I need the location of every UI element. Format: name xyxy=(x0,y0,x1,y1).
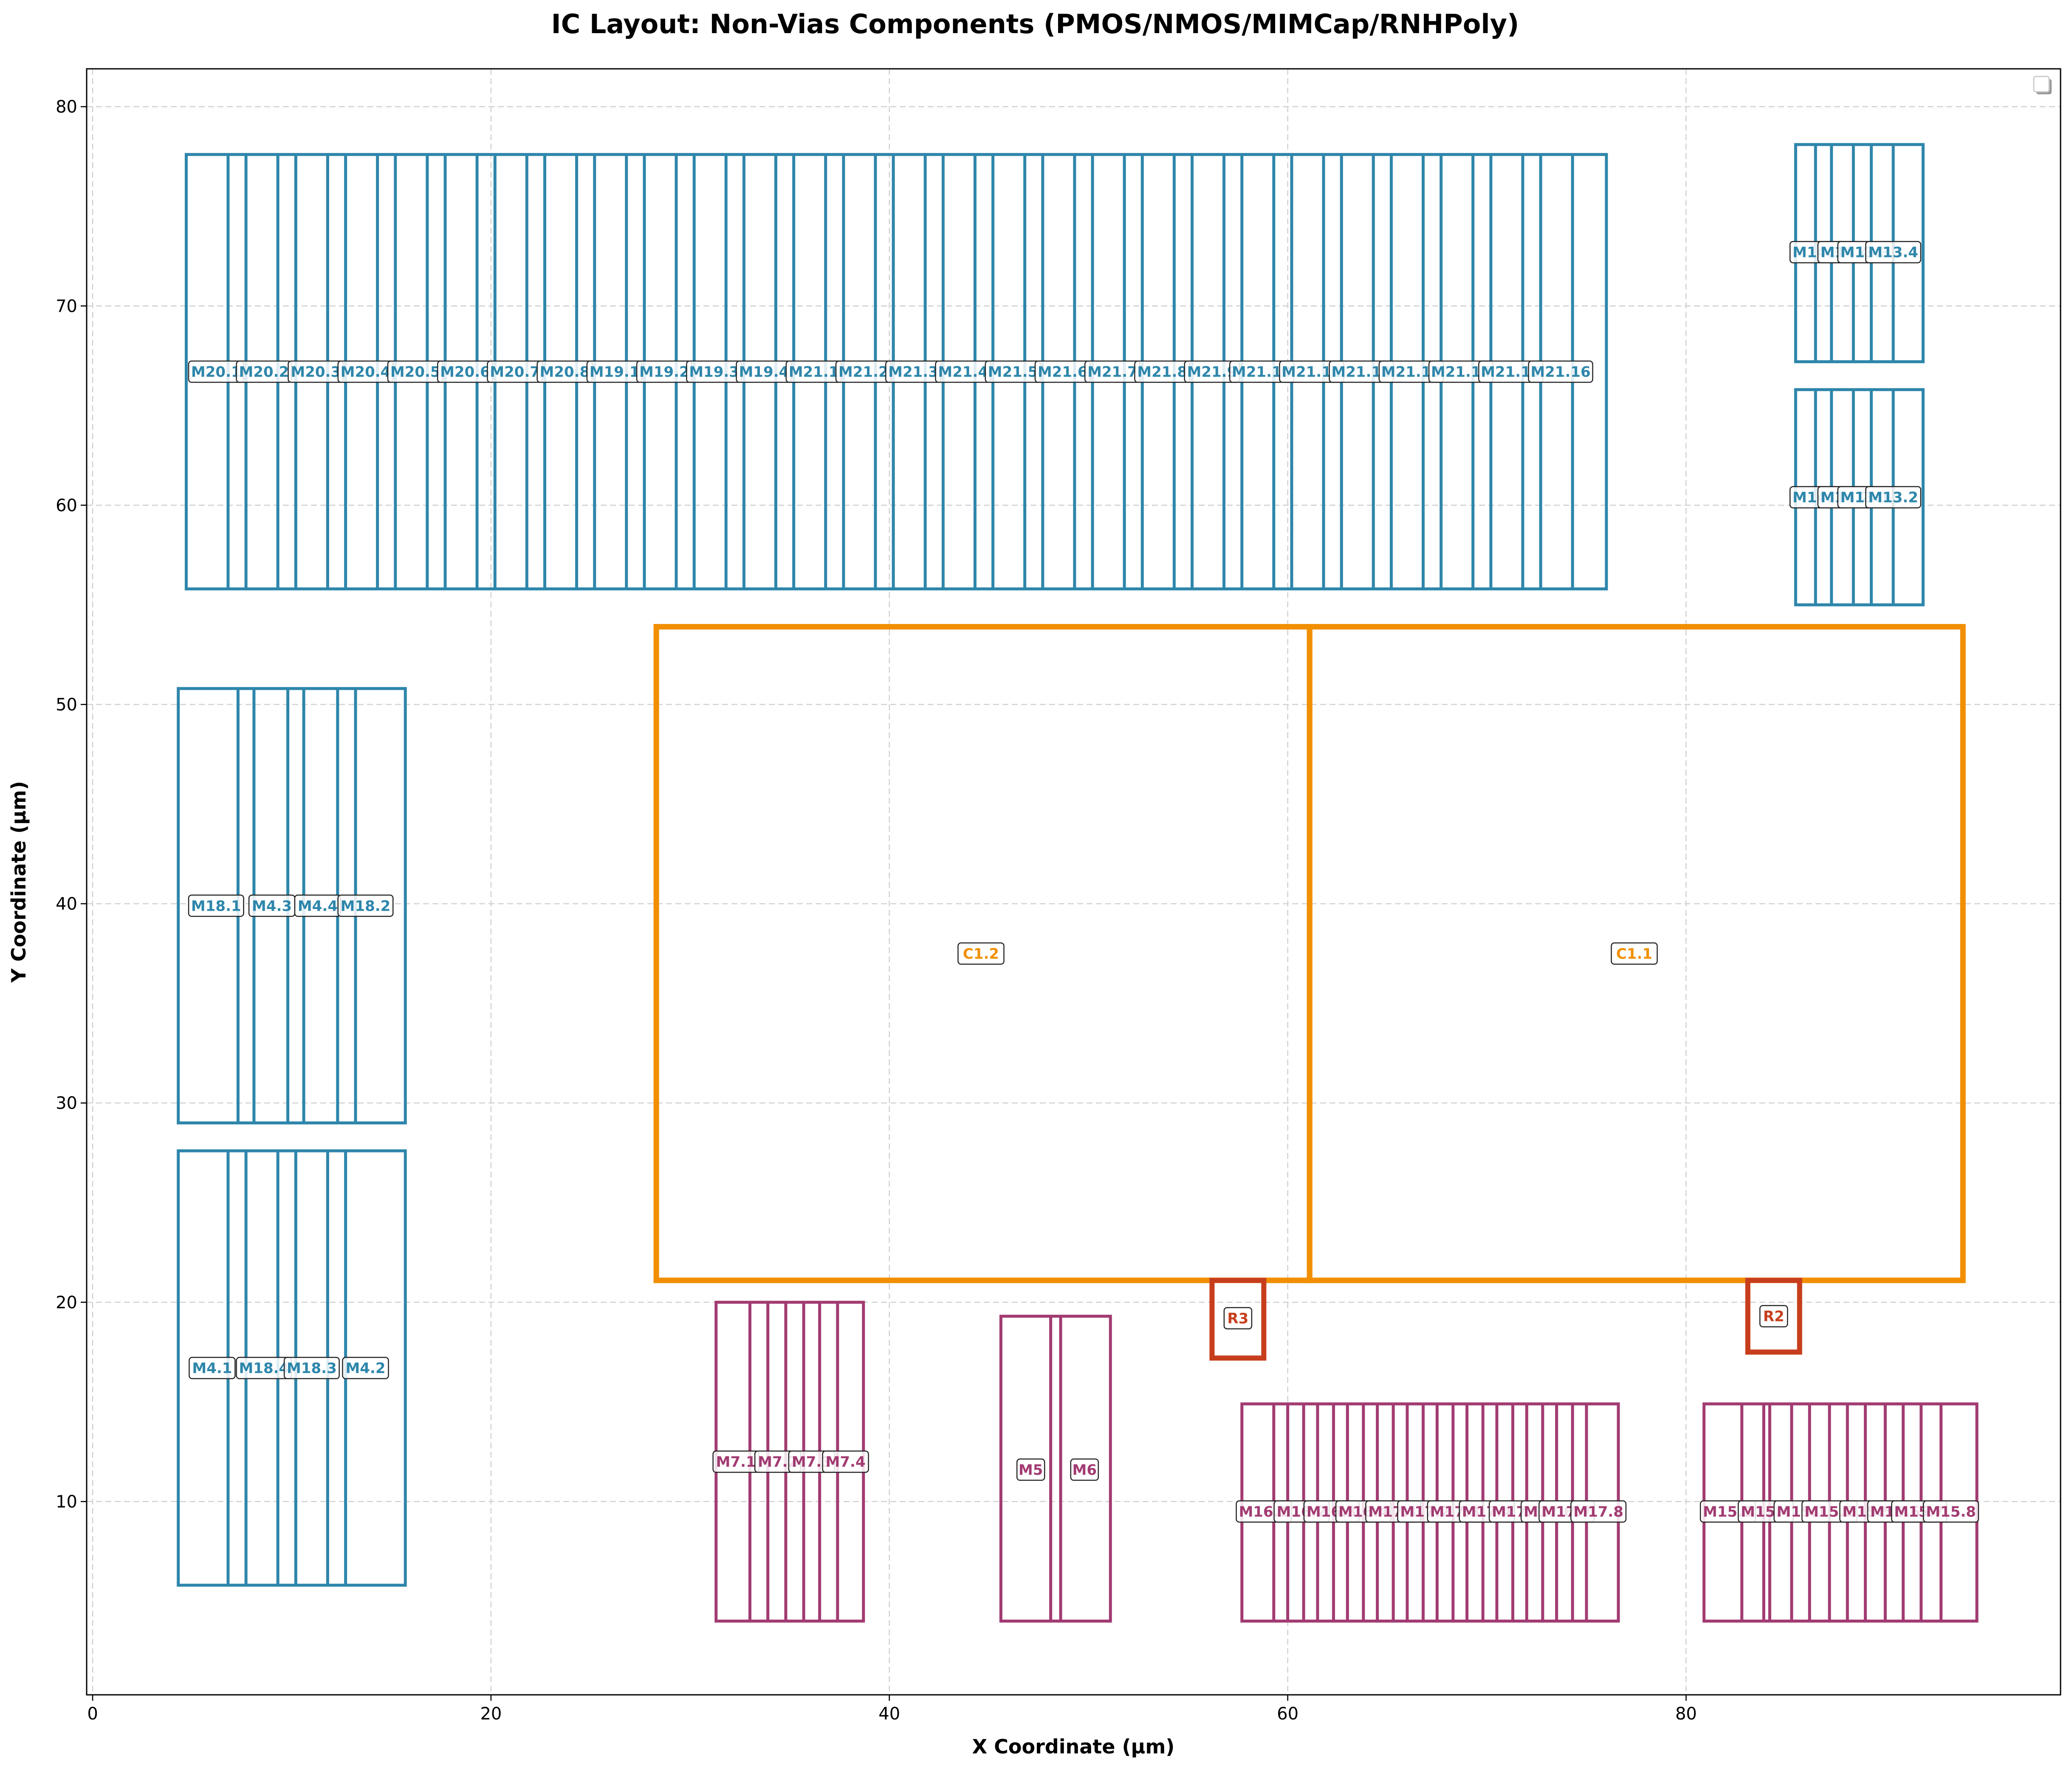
component-label: M15.8 xyxy=(1926,1503,1976,1520)
component-label: M21.8 xyxy=(1137,364,1187,381)
component-label-box xyxy=(1528,360,1593,383)
component-label-box xyxy=(188,895,244,917)
x-tick-label: 0 xyxy=(87,1704,98,1724)
component-label: M19.3 xyxy=(689,364,739,381)
pmos-component xyxy=(184,153,1608,590)
mimcap-component xyxy=(1307,624,1966,1283)
component-label-box xyxy=(1570,1500,1627,1523)
y-tick-label: 60 xyxy=(56,496,77,515)
component-label: M19.4 xyxy=(739,364,789,381)
component-label: M4.4 xyxy=(298,898,338,915)
y-tick-label: 70 xyxy=(56,296,77,316)
x-tick-label: 40 xyxy=(878,1704,900,1724)
component-label: M4.3 xyxy=(252,898,292,915)
component-label: M19.2 xyxy=(639,364,689,381)
component-label: M20.7 xyxy=(490,364,540,381)
component-label: M18.2 xyxy=(341,898,391,915)
component-label-box xyxy=(1016,1458,1045,1481)
component-label: C1.1 xyxy=(1616,946,1652,963)
component-label: M7.4 xyxy=(826,1454,866,1471)
component-label: M20.2 xyxy=(239,364,289,381)
x-tick-label: 60 xyxy=(1277,1704,1299,1724)
component-label: M21.4 xyxy=(938,364,988,381)
component-label: M18.1 xyxy=(191,898,241,915)
component-label-box xyxy=(342,1357,389,1379)
component-label: M18.3 xyxy=(287,1360,337,1377)
component-label: M20.1 xyxy=(191,364,241,381)
legend-frame xyxy=(2033,76,2050,93)
chart-title: IC Layout: Non-Vias Components (PMOS/NMO… xyxy=(551,8,1519,40)
component-label-box xyxy=(189,1357,236,1379)
component-label: M20.3 xyxy=(291,364,341,381)
component-label: C1.2 xyxy=(963,946,999,963)
component-label: M7.1 xyxy=(716,1454,756,1471)
pmos-component xyxy=(177,687,407,1125)
component-label: M13.4 xyxy=(1868,244,1918,261)
component-label-box xyxy=(1611,942,1658,965)
x-axis-label: X Coordinate (µm) xyxy=(972,1735,1175,1758)
component-label: M21.16 xyxy=(1530,364,1590,381)
y-tick-label: 50 xyxy=(56,695,77,714)
component-label-box xyxy=(337,895,394,917)
y-tick-label: 10 xyxy=(56,1492,77,1512)
component-label: M17.8 xyxy=(1573,1503,1623,1520)
axis-layer: 0 20 40 60 80 10 20 30 40 50 60 70 80 xyxy=(56,97,1697,1724)
component-label: M5 xyxy=(1019,1462,1043,1479)
component-label: M21.6 xyxy=(1038,364,1088,381)
component-label-box xyxy=(1223,1307,1253,1330)
y-tick-label: 30 xyxy=(56,1094,77,1113)
component-label: M4.2 xyxy=(345,1360,385,1377)
plot-frame xyxy=(86,68,2061,1696)
rnhpoly-component xyxy=(1209,1278,1267,1361)
y-tick-label: 80 xyxy=(56,97,77,117)
component-label: M18.4 xyxy=(239,1360,289,1377)
component-label: M21.7 xyxy=(1087,364,1138,381)
component-label-box xyxy=(1923,1500,1979,1523)
component-label: M21.5 xyxy=(988,364,1038,381)
component-label: M20.4 xyxy=(341,364,391,381)
component-label: M13.2 xyxy=(1868,489,1918,506)
component-label: M6 xyxy=(1073,1462,1097,1479)
component-label-box xyxy=(1865,486,1922,508)
component-label: M4.1 xyxy=(192,1360,232,1377)
legend-box xyxy=(2033,76,2052,94)
component-label: R3 xyxy=(1227,1310,1248,1327)
x-tick-label: 20 xyxy=(480,1704,502,1724)
component-label: M21.3 xyxy=(888,364,938,381)
component-label: M20.6 xyxy=(440,364,490,381)
y-tick-label: 20 xyxy=(56,1293,77,1313)
component-label-box xyxy=(822,1450,869,1473)
y-axis-label: Y Coordinate (µm) xyxy=(7,781,30,983)
component-label: R2 xyxy=(1763,1308,1784,1325)
component-label: M21.2 xyxy=(838,364,889,381)
nmos-component xyxy=(999,1315,1112,1623)
pmos-component xyxy=(177,1149,407,1587)
component-label-box xyxy=(1759,1305,1788,1327)
component-label: M20.5 xyxy=(390,364,440,381)
component-label: M21.9 xyxy=(1187,364,1237,381)
x-tick-label: 80 xyxy=(1675,1704,1697,1724)
y-tick-label: 40 xyxy=(56,895,77,914)
component-label: M19.1 xyxy=(590,364,640,381)
component-label-box xyxy=(957,942,1005,965)
component-label-box xyxy=(1070,1458,1099,1481)
component-label-box xyxy=(1865,241,1922,263)
component-label: M20.8 xyxy=(540,364,590,381)
rnhpoly-component xyxy=(1745,1278,1802,1355)
component-label: M21.1 xyxy=(789,364,839,381)
component-label-box xyxy=(283,1357,340,1379)
